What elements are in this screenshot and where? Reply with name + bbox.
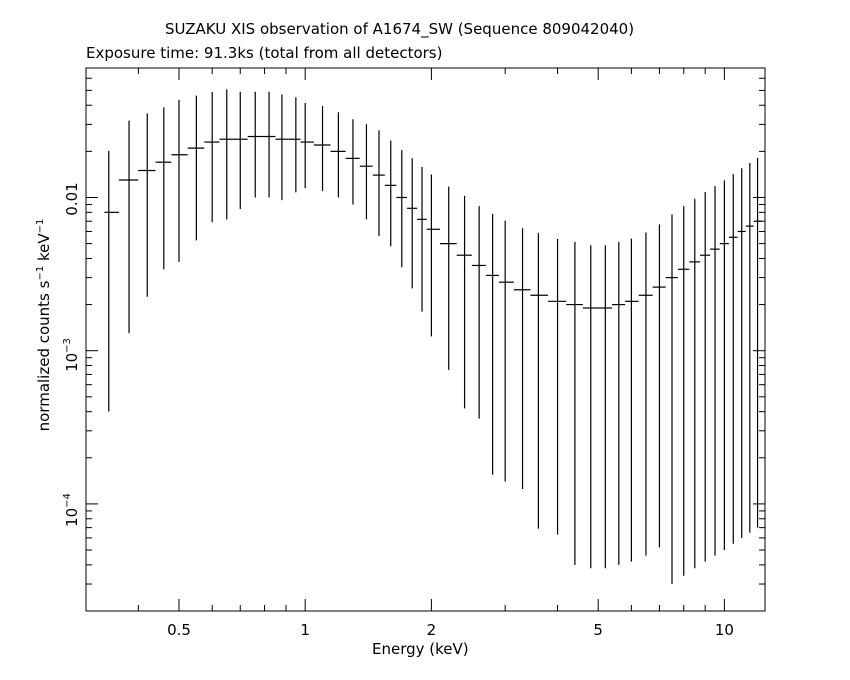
plot-frame xyxy=(85,67,766,612)
x-tick-labels: 0.5 1 2 5 10 xyxy=(167,621,734,639)
x-axis-ticks xyxy=(85,68,725,611)
y-axis-label-unit: keV xyxy=(35,233,53,266)
x-tick-label-2: 2 xyxy=(427,621,437,639)
x-tick-label-3: 5 xyxy=(593,621,603,639)
y-axis-label-exp2: −1 xyxy=(35,218,46,234)
x-axis-label: Energy (keV) xyxy=(372,640,469,658)
x-tick-label-1: 1 xyxy=(300,621,310,639)
y-tick-label-1e-3: 10−3 xyxy=(62,338,81,372)
y-axis-label-exp1: −1 xyxy=(35,265,46,281)
y-tick-label-1e-3-base: 10 xyxy=(63,353,81,372)
y-tick-label-1e-4-exp: −4 xyxy=(62,493,73,508)
chart-title: SUZAKU XIS observation of A1674_SW (Sequ… xyxy=(165,20,635,38)
y-tick-label-0.01: 0.01 xyxy=(63,182,81,215)
data-points xyxy=(104,89,763,585)
y-axis-ticks xyxy=(86,77,765,585)
x-tick-label-0: 0.5 xyxy=(167,621,191,639)
y-axis-label: normalized counts s−1 keV−1 xyxy=(35,219,53,432)
y-axis-label-main: normalized counts s xyxy=(35,280,53,432)
y-tick-label-1e-3-exp: −3 xyxy=(62,338,73,353)
chart-subtitle: Exposure time: 91.3ks (total from all de… xyxy=(86,44,443,62)
y-tick-labels: 0.01 10−3 10−4 xyxy=(62,182,81,527)
y-tick-label-1e-4: 10−4 xyxy=(62,493,81,527)
x-tick-label-4: 10 xyxy=(715,621,734,639)
y-tick-label-1e-4-base: 10 xyxy=(63,508,81,527)
